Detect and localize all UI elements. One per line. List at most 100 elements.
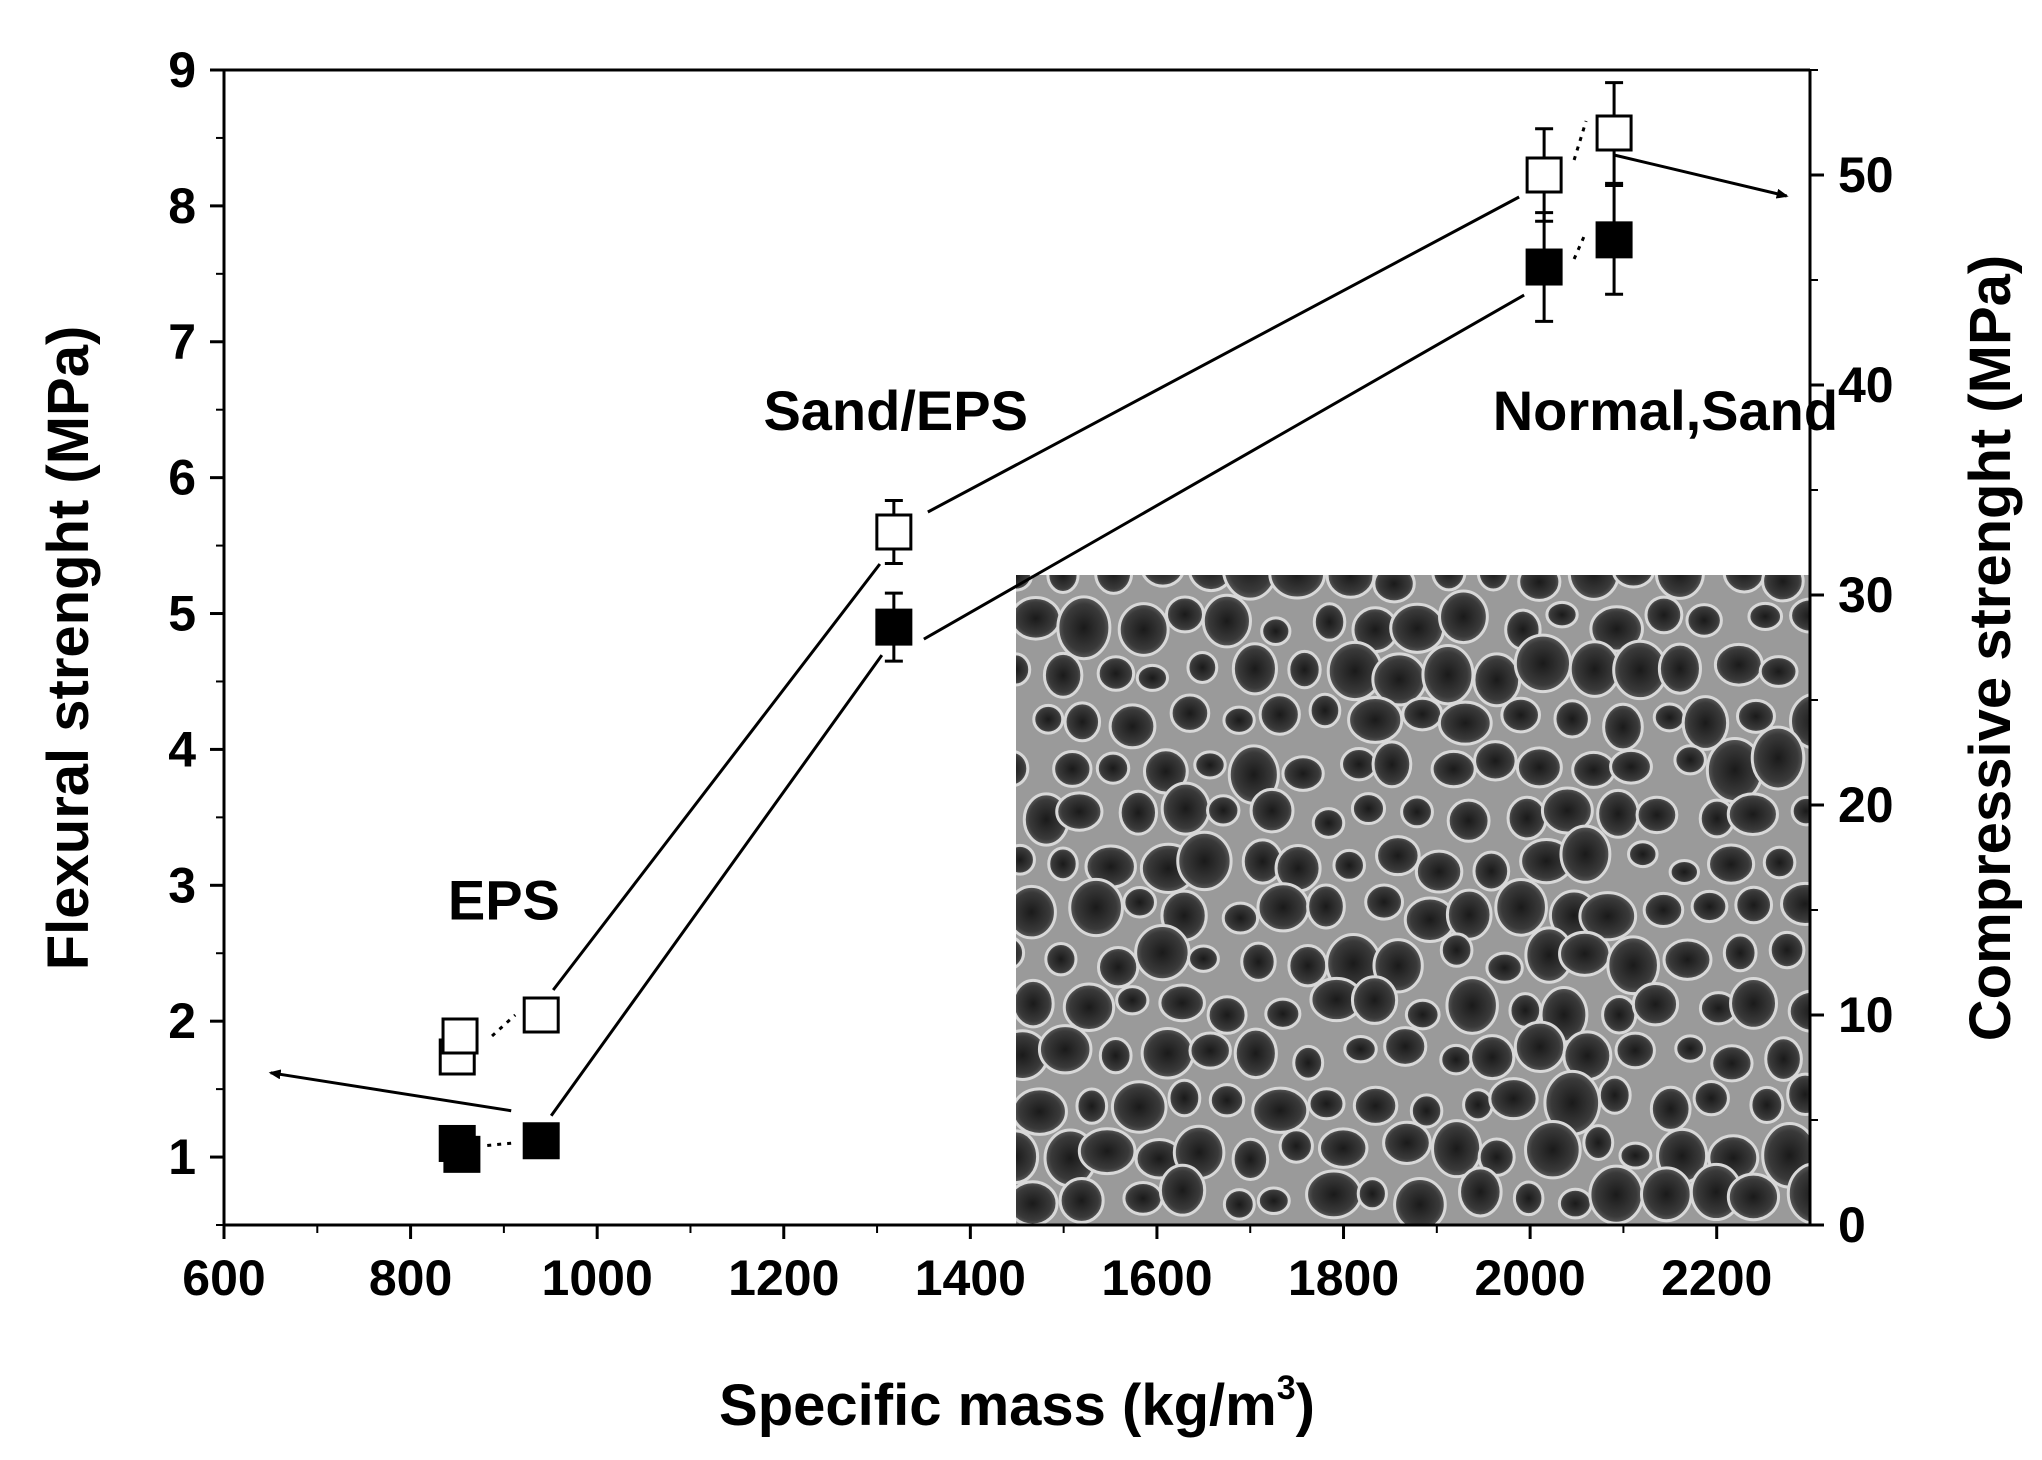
x-tick-label: 2000 (1475, 1250, 1586, 1306)
filled-square-point (522, 1122, 560, 1160)
pore-shape (1768, 930, 1806, 970)
pore-shape (1122, 886, 1158, 919)
filled-square (1595, 221, 1633, 259)
pore-shape (1614, 1031, 1656, 1070)
pore-shape (1559, 824, 1612, 884)
pore-shape (1445, 976, 1499, 1035)
pore-shape (1421, 643, 1475, 706)
pore-shape (1260, 616, 1292, 647)
pore-shape (1597, 1075, 1632, 1115)
pore-shape (1644, 595, 1684, 635)
pore-shape (1305, 1169, 1363, 1220)
pore-shape (1662, 938, 1713, 981)
pore-shape (1052, 750, 1093, 788)
pore-shape (1545, 600, 1579, 629)
pore-shape (1383, 1026, 1428, 1067)
y2-tick-label: 20 (1838, 777, 1894, 833)
pore-shape (1016, 750, 1030, 787)
pore-shape (1308, 692, 1342, 729)
pore-shape (1287, 944, 1329, 988)
pore-shape (1439, 932, 1474, 968)
pore-shape (1513, 1020, 1567, 1074)
pore-shape (1350, 792, 1387, 826)
pore-shape (1578, 891, 1638, 942)
arrow-to-right-axis (1613, 153, 1789, 199)
open-square (1595, 114, 1633, 152)
y-tick-label: 8 (168, 178, 196, 234)
pore-shape (1206, 995, 1248, 1035)
x-tick-label: 600 (182, 1250, 265, 1306)
pore-shape (1618, 1141, 1653, 1170)
pore-shape (1231, 1137, 1270, 1181)
pore-shape (1446, 798, 1491, 843)
pore-shape (1016, 884, 1057, 940)
pore-shape (1186, 650, 1219, 684)
pore-shape (1075, 1087, 1109, 1125)
pore-shape (1780, 881, 1810, 926)
pore-shape (1256, 1186, 1291, 1216)
open-square (875, 513, 913, 551)
pore-shape (1596, 788, 1641, 839)
filled-square (522, 1122, 560, 1160)
pore-shape (1485, 951, 1524, 984)
pore-shape (1690, 889, 1729, 924)
pore-shape (1016, 843, 1036, 876)
filled-square-point (1595, 184, 1633, 296)
pore-shape (1431, 575, 1467, 592)
pore-shape (1325, 575, 1376, 599)
pore-shape (1312, 602, 1347, 642)
pore-shape (1789, 597, 1810, 634)
pore-shape (1096, 946, 1140, 989)
pore-shape (1707, 843, 1756, 885)
pore-shape (1400, 795, 1434, 829)
pore-shape (1062, 982, 1116, 1032)
x-axis-title: Specific mass (kg/m3) (719, 1369, 1315, 1438)
pore-shape (1438, 589, 1489, 645)
axis-ticks: 600 800 1000 1200 1400 1600 1800 2000 2200 1 2 3 4 5 6… (168, 42, 1893, 1306)
annotation-sand-eps: Sand/EPS (763, 379, 1028, 442)
trend-arrows (268, 120, 1789, 1147)
x-tick-label: 1600 (1101, 1250, 1212, 1306)
pore-shape (1649, 1085, 1692, 1132)
pore-shape (1356, 1177, 1388, 1211)
pore-shape (1640, 1166, 1693, 1223)
pore-shape (1439, 1043, 1473, 1076)
open-square-point (1595, 81, 1633, 185)
filled-square-point (1525, 211, 1563, 323)
pore-shape (1122, 1180, 1164, 1216)
sem-micrograph-inset (1016, 575, 1810, 1225)
x-tick-label: 2200 (1661, 1250, 1772, 1306)
pore-shape (1726, 1172, 1781, 1222)
pore-shape (1685, 603, 1723, 638)
pore-shape (1115, 985, 1150, 1016)
pore-shape (1681, 695, 1730, 751)
pore-shape (1764, 1036, 1803, 1082)
pore-shape (1476, 575, 1510, 592)
pore-shape (1311, 807, 1346, 839)
pore-shape (1673, 744, 1707, 776)
open-square-point (441, 1017, 479, 1055)
pore-shape (1160, 781, 1211, 836)
x-tick-label: 800 (369, 1250, 452, 1306)
pore-shape (1472, 850, 1511, 892)
pore-shape (1047, 846, 1079, 882)
pore-shape (1249, 787, 1295, 834)
pore-shape (1652, 702, 1687, 733)
pore-shape (1055, 791, 1104, 832)
pore-shape (1790, 795, 1810, 827)
pore-shape (1524, 1119, 1582, 1180)
pore-shape (1032, 703, 1065, 735)
pore-shape (1063, 701, 1102, 743)
y-tick-label: 3 (168, 857, 196, 913)
pore-shape (1201, 593, 1252, 649)
open-square (441, 1017, 479, 1055)
data-points (438, 81, 1633, 1173)
pore-shape (1016, 1087, 1068, 1136)
pore-shape (1222, 705, 1256, 735)
dotted-connector (1572, 120, 1588, 161)
pore-shape (1169, 693, 1211, 733)
y-tick-label: 6 (168, 450, 196, 506)
x-tick-label: 1200 (728, 1250, 839, 1306)
pore-shape (1571, 750, 1616, 789)
pore-shape (1095, 751, 1131, 785)
